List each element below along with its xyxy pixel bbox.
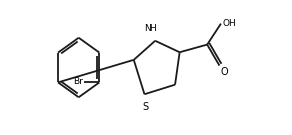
Text: O: O [221,68,229,77]
Text: Br: Br [74,77,84,86]
Text: H: H [149,24,156,33]
Text: N: N [144,24,151,33]
Text: S: S [142,102,148,112]
Text: OH: OH [223,19,236,28]
